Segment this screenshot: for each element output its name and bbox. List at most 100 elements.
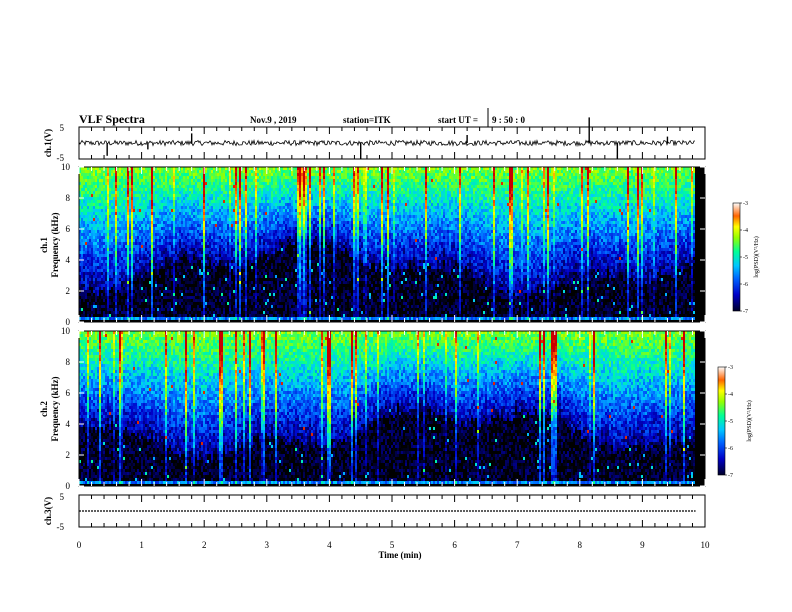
spectrogram-cell <box>149 218 151 221</box>
spectrogram-cell <box>145 239 147 242</box>
spectrogram-cell <box>101 173 103 176</box>
spectrogram-cell <box>213 221 215 224</box>
spectrogram-cell <box>103 242 105 245</box>
spectrogram-cell <box>113 278 115 281</box>
spectrogram-cell <box>87 185 89 188</box>
spectrogram-cell <box>227 278 229 281</box>
spectrogram-cell <box>149 185 151 188</box>
spectrogram-cell <box>127 260 129 263</box>
spectrogram-cell <box>165 269 167 272</box>
spectrogram-cell <box>289 236 291 239</box>
spectrogram-cell <box>165 281 167 284</box>
spectrogram-cell <box>123 203 125 206</box>
spectrogram-cell <box>191 218 193 221</box>
spectrogram-cell <box>249 242 251 245</box>
spectrogram-cell <box>109 284 111 287</box>
spectrogram-cell <box>81 314 83 317</box>
spectrogram-cell <box>271 212 273 215</box>
spectrogram-cell <box>157 182 159 185</box>
spectrogram-cell <box>275 275 277 278</box>
spectrogram-cell <box>159 212 161 215</box>
spectrogram-cell <box>205 170 207 173</box>
spectrogram-cell <box>163 227 165 230</box>
spectrogram-cell <box>185 173 187 176</box>
spectrogram-cell <box>81 203 83 206</box>
spectrogram-cell <box>259 314 261 317</box>
spectrogram-cell <box>227 200 229 203</box>
spectrogram-cell <box>95 296 97 299</box>
spectrogram-cell <box>95 197 97 200</box>
spectrogram-cell <box>221 230 223 233</box>
spectrogram-cell <box>257 254 259 257</box>
spectrogram-cell <box>183 179 185 182</box>
spectrogram-cell <box>203 260 205 263</box>
spectrogram-cell <box>133 179 135 182</box>
spectrogram-cell <box>213 272 215 275</box>
spectrogram-cell <box>171 206 173 209</box>
spectrogram-cell <box>139 287 141 290</box>
spectrogram-cell <box>83 200 85 203</box>
spectrogram-cell <box>273 209 275 212</box>
spectrogram-cell <box>255 266 257 269</box>
spectrogram-cell <box>279 203 281 206</box>
spectrogram-cell <box>205 314 207 317</box>
spectrogram-cell <box>141 290 143 293</box>
spectrogram-cell <box>135 179 137 182</box>
spectrogram-cell <box>119 272 121 275</box>
spectrogram-cell <box>123 230 125 233</box>
spectrogram-cell <box>251 197 253 200</box>
spectrogram-cell <box>97 248 99 251</box>
spectrogram-cell <box>217 203 219 206</box>
spectrogram-cell <box>221 254 223 257</box>
spectrogram-cell <box>215 179 217 182</box>
spectrogram-cell <box>117 299 119 302</box>
spectrogram-cell <box>195 308 197 311</box>
spectrogram-cell <box>105 296 107 299</box>
spectrogram-cell <box>157 179 159 182</box>
spectrogram-cell <box>83 308 85 311</box>
spectrogram-cell <box>109 269 111 272</box>
spectrogram-cell <box>259 218 261 221</box>
spectrogram-cell <box>283 236 285 239</box>
spectrogram-cell <box>291 293 293 296</box>
spectrogram-cell <box>279 182 281 185</box>
spectrogram-cell <box>129 194 131 197</box>
spectrogram-cell <box>183 245 185 248</box>
spectrogram-cell <box>283 221 285 224</box>
spectrogram-cell <box>141 200 143 203</box>
spectrogram-cell <box>157 176 159 179</box>
spectrogram-cell <box>99 278 101 281</box>
spectrogram-cell <box>209 311 211 314</box>
spectrogram-cell <box>169 194 171 197</box>
spectrogram-cell <box>215 233 217 236</box>
spectrogram-cell <box>195 278 197 281</box>
spectrogram-cell <box>287 212 289 215</box>
spectrogram-cell <box>293 197 295 200</box>
spectrogram-cell <box>259 227 261 230</box>
spectrogram-cell <box>229 275 231 278</box>
spectrogram-cell <box>141 176 143 179</box>
spectrogram-cell <box>179 173 181 176</box>
spectrogram-cell <box>173 200 175 203</box>
spectrogram-cell <box>291 242 293 245</box>
spectrogram-cell <box>195 179 197 182</box>
spectrogram-cell <box>153 311 155 314</box>
spectrogram-cell <box>241 221 243 224</box>
spectrogram-cell <box>235 269 237 272</box>
spectrogram-cell <box>259 212 261 215</box>
spectrogram-cell <box>207 302 209 305</box>
spectrogram-cell <box>139 203 141 206</box>
spectrogram-cell <box>151 200 153 206</box>
spectrogram-cell <box>135 251 137 254</box>
spectrogram-cell <box>185 191 187 194</box>
spectrogram-cell <box>85 227 87 230</box>
spectrogram-cell <box>201 203 203 206</box>
spectrogram-cell <box>85 206 87 209</box>
spectrogram-cell <box>91 206 93 209</box>
spectrogram-cell <box>93 236 95 239</box>
spectrogram-cell <box>195 248 197 251</box>
spectrogram-cell <box>191 197 193 200</box>
spectrogram-cell <box>175 194 177 197</box>
spectrogram-cell <box>97 311 99 314</box>
spectrogram-cell <box>155 290 157 293</box>
